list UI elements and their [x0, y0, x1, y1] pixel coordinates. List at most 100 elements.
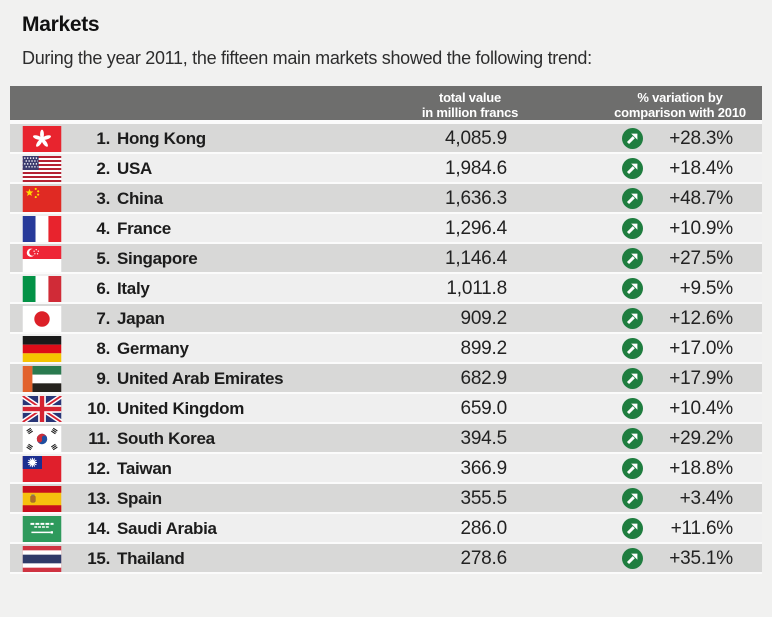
country-name: China [117, 189, 163, 208]
page-subtitle: During the year 2011, the fifteen main m… [22, 48, 592, 68]
variation-value: +17.9% [669, 368, 733, 389]
rank: 10. [87, 399, 110, 418]
total-value: 1,146.4 [445, 248, 507, 269]
total-value: 1,984.6 [445, 158, 507, 179]
trend-up-icon [622, 188, 643, 209]
country-name: Spain [117, 489, 162, 508]
page-title: Markets [22, 13, 100, 36]
table-row: 14. Saudi Arabia 286.0 +11.6% [10, 514, 762, 544]
variation-value: +17.0% [669, 338, 733, 359]
table-row: 12. Taiwan 366.9 +18.8% [10, 454, 762, 484]
total-value: 1,296.4 [445, 218, 507, 239]
table-row: 1. Hong Kong 4,085.9 +28.3% [10, 124, 762, 154]
trend-up-icon [622, 458, 643, 479]
trend-up-icon [622, 278, 643, 299]
rank: 7. [96, 309, 110, 328]
rank: 4. [96, 219, 110, 238]
trend-up-icon [622, 128, 643, 149]
table-header: total value in million francs % variatio… [10, 86, 762, 124]
total-value: 278.6 [460, 548, 507, 569]
variation-value: +10.9% [669, 218, 733, 239]
trend-up-icon [622, 488, 643, 509]
total-value-header-line1: total value [438, 90, 502, 105]
country-name: Germany [117, 339, 189, 358]
rank: 1. [96, 129, 110, 148]
trend-up-icon [622, 308, 643, 329]
variation-header-line2: comparison with 2010 [614, 105, 746, 120]
spain-flag-icon [21, 486, 63, 512]
trend-up-icon [622, 428, 643, 449]
trend-up-icon [622, 368, 643, 389]
rank: 12. [87, 459, 110, 478]
rank: 11. [88, 429, 110, 448]
country-name: South Korea [117, 429, 215, 448]
rank: 8. [96, 339, 110, 358]
table-row: 6. Italy 1,011.8 +9.5% [10, 274, 762, 304]
trend-up-icon [622, 548, 643, 569]
total-value: 1,636.3 [445, 188, 507, 209]
total-value-header-line2: in million francs [421, 105, 519, 120]
uk-flag-icon [21, 396, 63, 422]
total-value: 286.0 [460, 518, 507, 539]
thailand-flag-icon [21, 546, 63, 572]
table-row: 15. Thailand 278.6 +35.1% [10, 544, 762, 574]
rank: 2. [96, 159, 110, 178]
table-row: 4. France 1,296.4 +10.9% [10, 214, 762, 244]
country-name: Japan [117, 309, 165, 328]
country-name: United Arab Emirates [117, 369, 284, 388]
china-flag-icon [21, 186, 63, 212]
country-name: Italy [117, 279, 150, 298]
south-korea-flag-icon [21, 426, 63, 452]
hong-kong-flag-icon [21, 126, 63, 152]
trend-up-icon [622, 218, 643, 239]
table-row: 10. United Kingdom 659.0 +10.4% [10, 394, 762, 424]
rank: 9. [96, 369, 110, 388]
total-value: 659.0 [460, 398, 507, 419]
country-name: USA [117, 159, 152, 178]
total-value-column-header: total value in million francs [385, 90, 555, 120]
trend-up-icon [622, 338, 643, 359]
total-value: 4,085.9 [445, 128, 507, 149]
france-flag-icon [21, 216, 63, 242]
table-row: 2. USA 1,984.6 +18.4% [10, 154, 762, 184]
variation-value: +11.6% [670, 518, 734, 539]
table-row: 5. Singapore 1,146.4 +27.5% [10, 244, 762, 274]
rank: 5. [96, 249, 110, 268]
variation-value: +18.4% [669, 158, 733, 179]
rank: 13. [87, 489, 110, 508]
country-name: Singapore [117, 249, 198, 268]
japan-flag-icon [21, 306, 63, 332]
trend-up-icon [622, 158, 643, 179]
table-row: 8. Germany 899.2 +17.0% [10, 334, 762, 364]
table-row: 13. Spain 355.5 +3.4% [10, 484, 762, 514]
variation-value: +48.7% [669, 188, 733, 209]
total-value: 394.5 [460, 428, 507, 449]
country-name: Thailand [117, 549, 185, 568]
total-value: 909.2 [460, 308, 507, 329]
taiwan-flag-icon [21, 456, 63, 482]
country-name: Hong Kong [117, 129, 206, 148]
total-value: 899.2 [460, 338, 507, 359]
usa-flag-icon [21, 156, 63, 182]
total-value: 682.9 [460, 368, 507, 389]
variation-value: +9.5% [679, 278, 734, 299]
markets-table: total value in million francs % variatio… [10, 86, 762, 574]
total-value: 366.9 [460, 458, 507, 479]
trend-up-icon [622, 398, 643, 419]
rank: 3. [96, 189, 110, 208]
variation-value: +29.2% [669, 428, 733, 449]
total-value: 1,011.8 [446, 278, 507, 299]
variation-header-line1: % variation by [637, 90, 723, 105]
variation-value: +12.6% [669, 308, 733, 329]
country-name: France [117, 219, 171, 238]
variation-value: +35.1% [669, 548, 733, 569]
saudi-arabia-flag-icon [21, 516, 63, 542]
variation-value: +3.4% [679, 488, 734, 509]
germany-flag-icon [21, 336, 63, 362]
country-name: United Kingdom [117, 399, 245, 418]
country-name: Taiwan [117, 459, 172, 478]
rank: 14. [87, 519, 110, 538]
total-value: 355.5 [460, 488, 507, 509]
variation-column-header: % variation by comparison with 2010 [595, 90, 765, 120]
